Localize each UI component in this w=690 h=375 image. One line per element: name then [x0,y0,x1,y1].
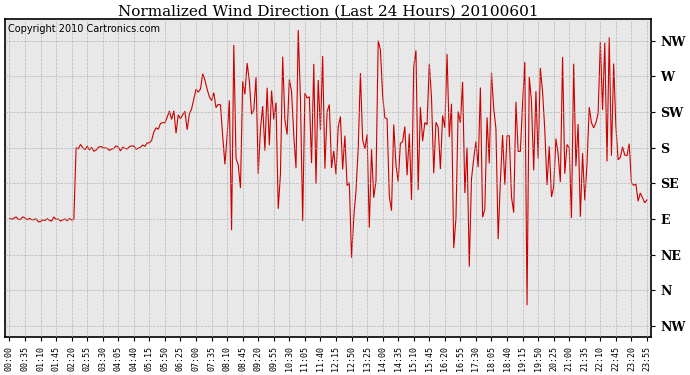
Title: Normalized Wind Direction (Last 24 Hours) 20100601: Normalized Wind Direction (Last 24 Hours… [118,4,538,18]
Text: Copyright 2010 Cartronics.com: Copyright 2010 Cartronics.com [8,24,160,34]
